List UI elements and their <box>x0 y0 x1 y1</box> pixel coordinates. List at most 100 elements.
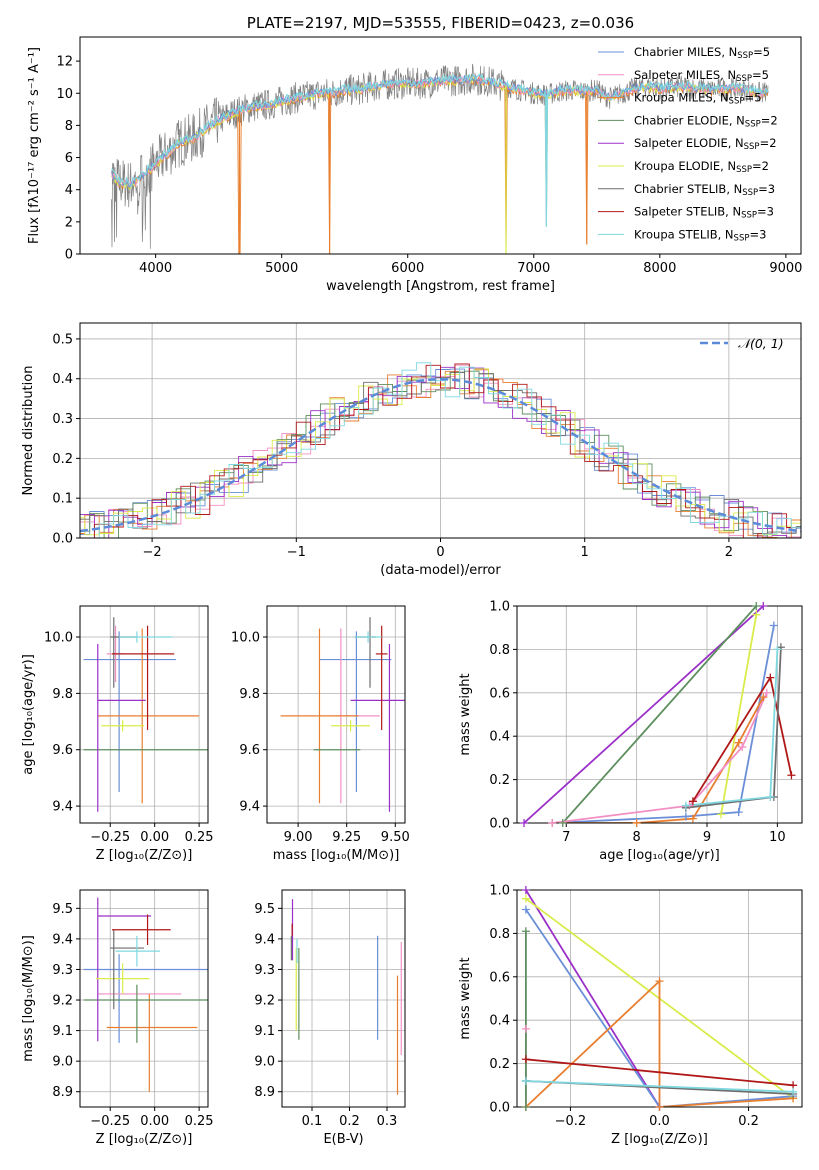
weight-line-kroupa_elodie <box>720 614 758 815</box>
y-axis-label: Normed distribution <box>21 366 36 496</box>
x-axis-label: Z [log₁₀(Z/Z⊙)] <box>611 1132 708 1147</box>
chart-title: PLATE=2197, MJD=53555, FIBERID=0423, z=0… <box>247 14 634 32</box>
y-tick-label: 0.2 <box>489 1057 510 1072</box>
y-tick-label: 0.0 <box>489 1101 510 1116</box>
weight-marker-kroupa_miles <box>632 819 641 827</box>
weight-marker-salpeter_stelib <box>766 673 775 682</box>
histogram-salpeter_stelib <box>80 363 801 538</box>
z-vs-weight-panel: −0.2 0.0 0.2 0.0 0.2 0.4 0.6 0.8 1.0 Z [log₁₀(Z/Z… <box>458 884 803 1147</box>
weight-line-kroupa_miles <box>525 979 794 1107</box>
legend-label-suffix: =2 <box>761 113 778 127</box>
weight-line-salpeter_miles <box>552 692 768 823</box>
weight-line-chabrier_miles <box>525 908 794 1107</box>
y-tick-label: 0.2 <box>52 452 73 467</box>
residuals-plot-area <box>80 362 801 538</box>
weight-line-kroupa_stelib <box>685 649 779 807</box>
legend-label-suffix: =5 <box>744 91 761 105</box>
spectrum-panel: 4000 5000 6000 7000 8000 9000 0 2 4 6 8 10 12 wavelen… <box>27 36 802 294</box>
y-tick-label: 0.6 <box>489 970 510 985</box>
weight-marker-kroupa_miles <box>688 814 697 823</box>
axes-frame <box>79 889 209 1108</box>
weight-marker-salpeter_elodie <box>521 886 530 894</box>
weight-marker-kroupa_elodie <box>521 894 530 903</box>
y-tick-label: 0.4 <box>489 1014 510 1029</box>
x-tick-label: 7000 <box>517 261 550 276</box>
ebv-vs-mass-panel: 0.1 0.2 0.3 8.9 9.0 9.1 9.2 9.3 9.4 9.5 E(B-V) <box>254 889 406 1147</box>
x-tick-label: 1 <box>581 545 589 560</box>
x-tick-label: 0.00 <box>140 1114 169 1129</box>
y-tick-label: 12 <box>56 55 73 70</box>
legend-label: Kroupa MILES, NSSP=5 <box>634 91 761 107</box>
axes-frame <box>266 605 406 824</box>
axes-frame <box>79 605 209 824</box>
x-axis-label: Z [log₁₀(Z/Z⊙)] <box>96 848 193 863</box>
y-tick-label: 9.3 <box>254 963 275 978</box>
y-tick-label: 8.9 <box>52 1085 73 1100</box>
legend-label-text: Chabrier STELIB, N <box>634 182 742 196</box>
legend-label-text: Kroupa MILES, N <box>634 91 729 105</box>
y-tick-label: 0.6 <box>489 686 510 701</box>
x-axis-label: age [log₁₀(age/yr)] <box>599 848 720 863</box>
x-tick-label: 8 <box>632 830 640 845</box>
age-vs-weight-panel: 7 8 9 10 0.0 0.2 0.4 0.6 0.8 1.0 age [log₁₀(age/yr… <box>458 600 803 863</box>
y-tick-label: 9.2 <box>52 994 73 1009</box>
y-tick-label: 0 <box>65 248 73 263</box>
x-tick-label: 9.50 <box>381 830 410 845</box>
weight-marker-kroupa_stelib <box>773 645 782 654</box>
y-tick-label: 9.4 <box>239 800 260 815</box>
legend-label: Chabrier ELODIE, NSSP=2 <box>634 113 778 129</box>
legend-label-suffix: =3 <box>749 227 766 241</box>
legend-label: Chabrier MILES, NSSP=5 <box>634 45 770 61</box>
x-tick-label: 8000 <box>643 261 676 276</box>
legend-label-text: Salpeter ELODIE, N <box>634 136 744 150</box>
weight-marker-chabrier_miles <box>521 905 530 914</box>
x-tick-label: 9.00 <box>284 830 313 845</box>
y-tick-label: 9.0 <box>254 1055 275 1070</box>
legend-label-text: Kroupa ELODIE, N <box>634 159 736 173</box>
x-tick-label: −1 <box>287 545 306 560</box>
x-tick-label: 6000 <box>391 261 424 276</box>
x-tick-label: 5000 <box>265 261 298 276</box>
y-tick-label: 9.5 <box>52 902 73 917</box>
mass-vs-age-panel: 9.00 9.25 9.50 9.4 9.6 9.8 10.0 mass [log₁₀(M/M… <box>231 605 410 863</box>
legend-label: Chabrier STELIB, NSSP=3 <box>634 182 775 198</box>
spectrum-plot-area <box>111 63 769 254</box>
x-axis-label: (data-model)/error <box>380 563 501 578</box>
weight-line-salpeter_stelib <box>525 1058 794 1087</box>
legend-label-sub: SSP <box>736 165 752 175</box>
weight-marker-kroupa_stelib <box>766 792 775 801</box>
legend-label-sub: SSP <box>734 233 750 243</box>
y-tick-label: 0.0 <box>489 817 510 832</box>
weight-marker-salpeter_stelib <box>787 771 796 780</box>
age-vs-weight-plot-area <box>523 606 793 823</box>
histogram-chabrier_elodie <box>80 370 801 538</box>
weight-marker-chabrier_elodie <box>752 602 761 610</box>
x-tick-label: −0.25 <box>90 1114 130 1129</box>
y-tick-label: 0.8 <box>489 643 510 658</box>
legend-label-sub: SSP <box>737 51 753 61</box>
legend-label-sub: SSP <box>742 188 758 198</box>
weight-marker-salpeter_stelib <box>688 797 697 806</box>
legend-label-text: Chabrier MILES, N <box>634 45 737 59</box>
y-tick-label: 10 <box>56 87 73 102</box>
legend-label-sub: SSP <box>736 74 752 84</box>
legend-label-suffix: =2 <box>760 136 777 150</box>
weight-marker-kroupa_miles <box>655 1103 664 1111</box>
weight-marker-chabrier_miles <box>681 812 690 821</box>
y-tick-label: 8.9 <box>254 1085 275 1100</box>
legend-label-text: Kroupa STELIB, N <box>634 227 734 241</box>
axes-frame <box>516 605 803 824</box>
legend-label-sub: SSP <box>744 142 760 152</box>
axes-frame <box>281 889 406 1108</box>
weight-line-chabrier_elodie <box>562 606 757 823</box>
weight-marker-kroupa_elodie <box>752 610 761 619</box>
histogram-kroupa_stelib <box>80 362 801 538</box>
y-tick-label: 9.0 <box>52 1055 73 1070</box>
y-tick-label: 6 <box>65 151 73 166</box>
weight-marker-chabrier_elodie <box>558 819 567 827</box>
legend-label-suffix: =3 <box>757 205 774 219</box>
weight-marker-chabrier_elodie <box>521 1103 530 1111</box>
x-axis-label: Z [log₁₀(Z/Z⊙)] <box>96 1132 193 1147</box>
legend-label: Kroupa STELIB, NSSP=3 <box>634 227 766 243</box>
